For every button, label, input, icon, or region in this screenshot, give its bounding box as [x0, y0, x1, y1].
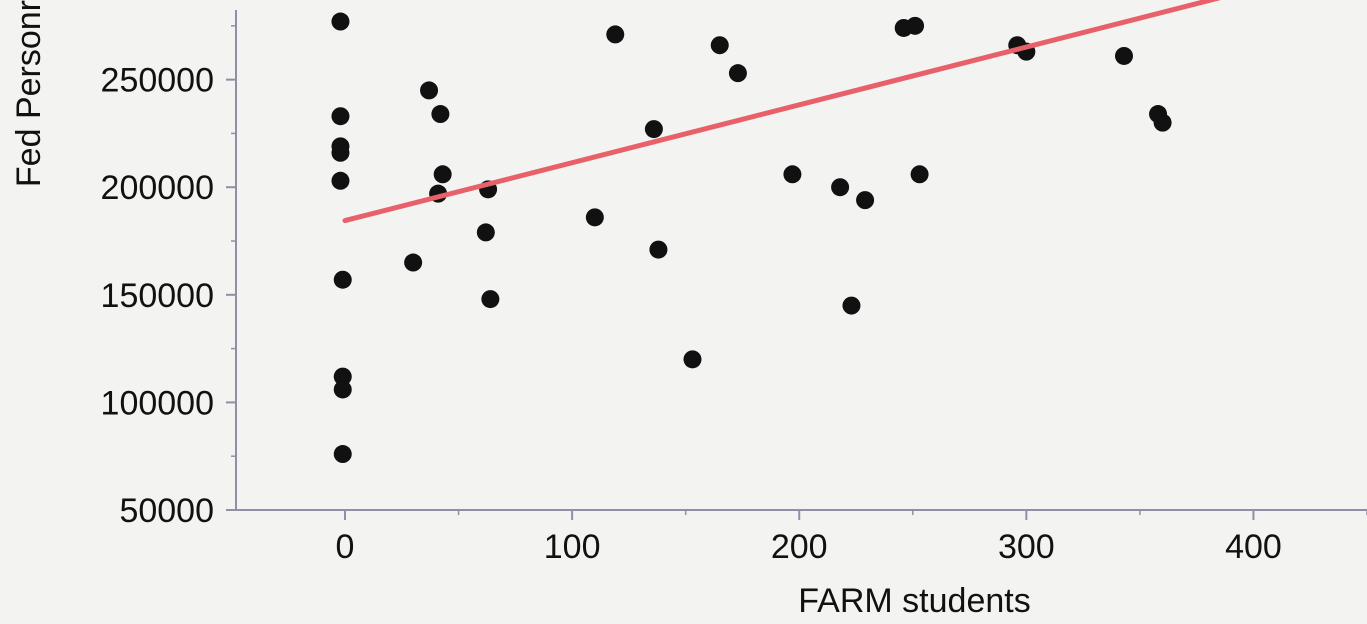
data-point: [476, 223, 495, 242]
data-point: [649, 240, 668, 259]
x-tick-label: 400: [1225, 528, 1282, 566]
data-point: [1153, 113, 1172, 132]
data-point: [433, 165, 452, 184]
data-point: [831, 178, 850, 197]
data-point: [333, 380, 352, 399]
data-point: [783, 165, 802, 184]
data-point: [906, 16, 925, 35]
y-tick-label: 200000: [101, 169, 214, 207]
data-point: [331, 107, 350, 126]
data-point: [333, 445, 352, 464]
x-axis-title: FARM students: [798, 582, 1030, 620]
y-axis-ticks: 50000 100000 150000 200000 250000: [101, 25, 236, 530]
axes: [235, 10, 1367, 511]
data-point: [431, 105, 450, 124]
data-point: [842, 296, 861, 315]
data-point: [910, 165, 929, 184]
data-point: [1114, 46, 1133, 65]
data-point: [856, 191, 875, 210]
data-point: [333, 367, 352, 386]
data-points: [331, 12, 1172, 464]
data-point: [644, 120, 663, 139]
data-point: [333, 270, 352, 289]
data-point: [683, 350, 702, 369]
data-point: [710, 36, 729, 55]
data-point: [585, 208, 604, 227]
data-point: [481, 290, 500, 309]
y-tick-label: 150000: [101, 277, 214, 315]
x-tick-label: 300: [998, 528, 1055, 566]
x-axis-ticks: 0 100 200 300 400: [336, 510, 1367, 566]
data-point: [606, 25, 625, 44]
fit-line-group: [342, 0, 1221, 224]
x-tick-label: 0: [336, 528, 355, 566]
data-point: [728, 64, 747, 83]
x-tick-label: 100: [544, 528, 601, 566]
y-axis-title: Fed Personr: [10, 0, 48, 187]
data-point: [331, 171, 350, 190]
data-point: [404, 253, 423, 272]
y-tick-label: 250000: [101, 62, 214, 100]
data-point: [420, 81, 439, 100]
y-tick-label: 50000: [119, 492, 214, 530]
fit-line: [342, 0, 1221, 224]
y-tick-label: 100000: [101, 384, 214, 422]
data-point: [331, 12, 350, 31]
x-tick-label: 200: [771, 528, 828, 566]
data-point: [331, 143, 350, 162]
